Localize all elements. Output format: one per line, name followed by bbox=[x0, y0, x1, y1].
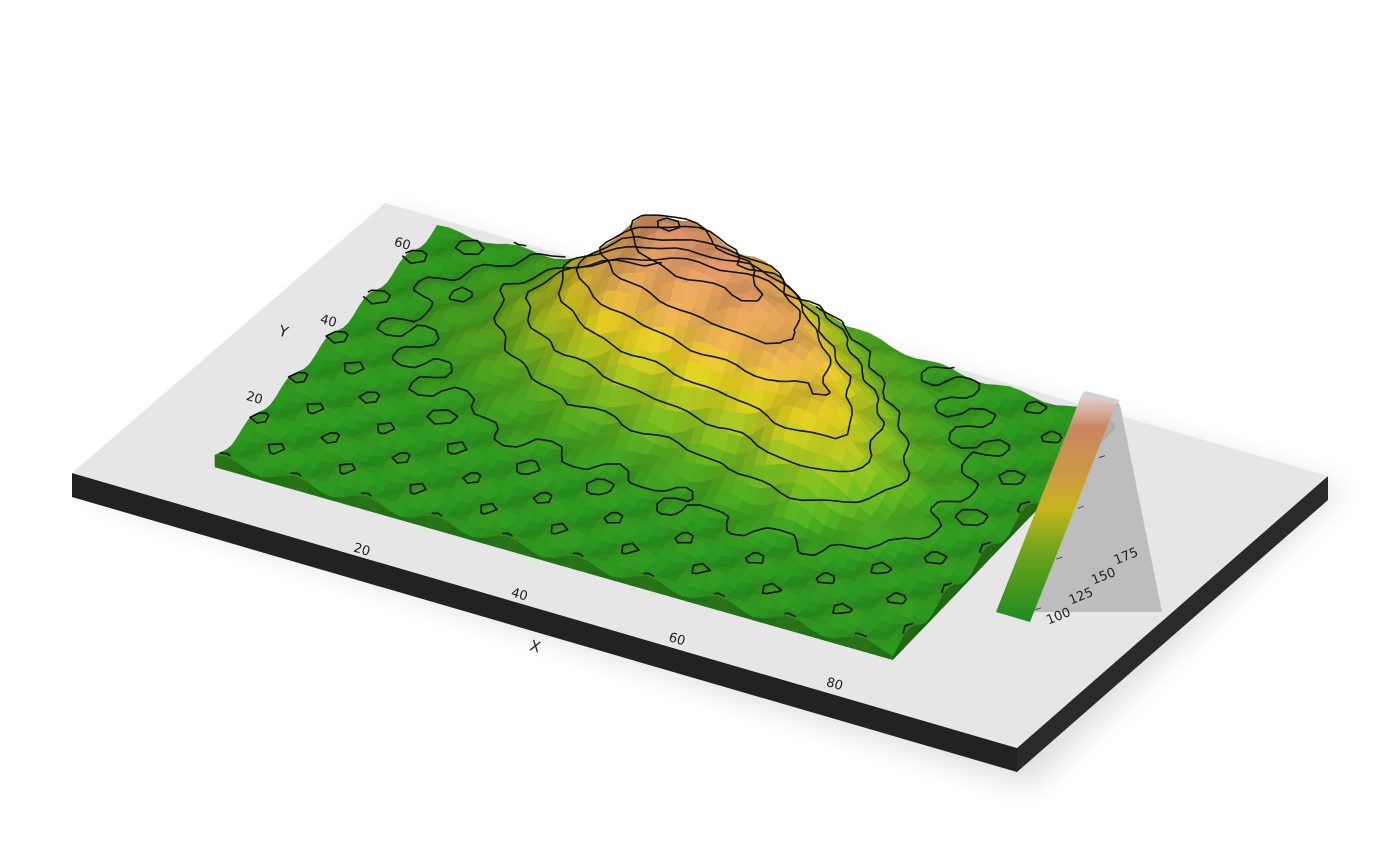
contour-line bbox=[575, 235, 832, 396]
x-tick-label: 80 bbox=[824, 675, 844, 694]
contour-line bbox=[557, 245, 853, 440]
legend-tick bbox=[1077, 505, 1084, 509]
contour-line bbox=[219, 239, 1107, 638]
base-side-right bbox=[1017, 476, 1328, 772]
x-tick-label: 40 bbox=[509, 586, 529, 605]
x-axis-title: X bbox=[528, 636, 543, 656]
legend-tick bbox=[1056, 556, 1063, 560]
x-tick-label: 20 bbox=[352, 541, 372, 560]
legend-tick bbox=[1034, 607, 1042, 611]
contour-line bbox=[599, 225, 801, 345]
x-tick-label: 60 bbox=[667, 630, 687, 649]
y-tick-label: 20 bbox=[244, 389, 264, 408]
legend-bar-top bbox=[1082, 391, 1120, 404]
legend-shadow bbox=[1034, 400, 1162, 612]
contour-line bbox=[493, 259, 911, 504]
contour-line bbox=[656, 217, 681, 232]
base-side-front bbox=[72, 473, 1017, 772]
contour-line bbox=[524, 257, 885, 473]
contour-line bbox=[629, 214, 764, 302]
contour-lines bbox=[219, 214, 1107, 638]
y-tick-label: 40 bbox=[318, 312, 338, 331]
legend-bar-front bbox=[996, 394, 1116, 622]
y-tick-label: 60 bbox=[392, 235, 412, 254]
legend-tick bbox=[1098, 455, 1106, 459]
